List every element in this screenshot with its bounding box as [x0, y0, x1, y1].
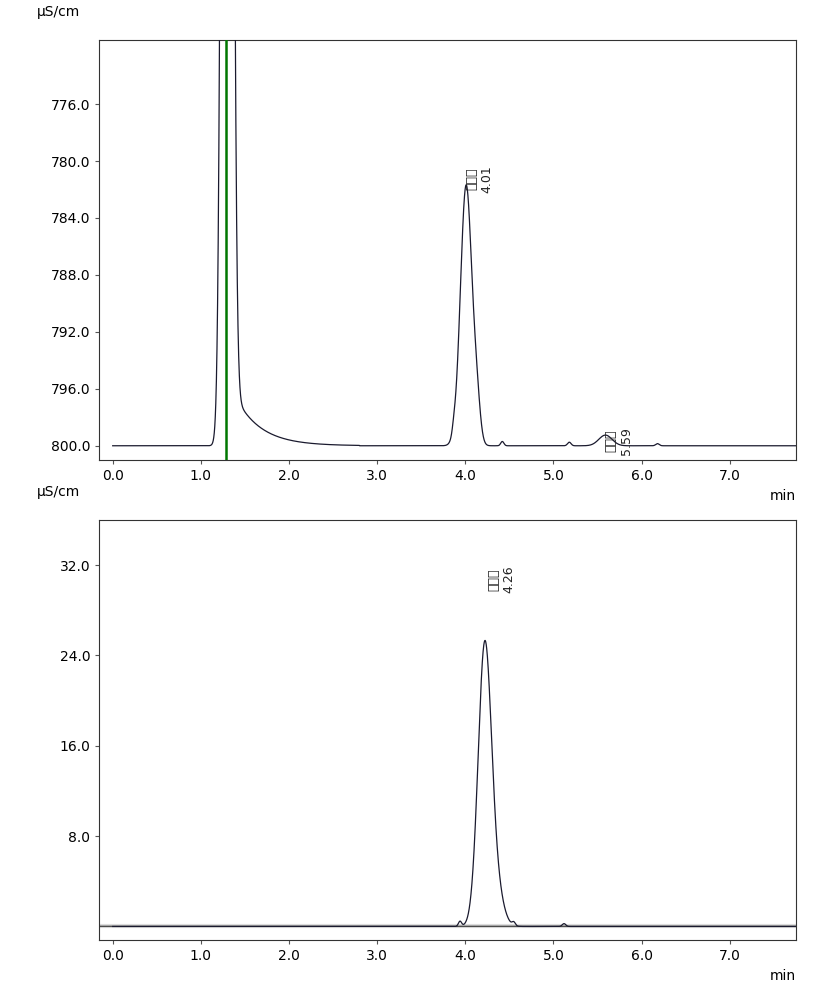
X-axis label: min: min [768, 969, 795, 983]
X-axis label: min: min [768, 489, 795, 503]
Text: 氯离子
4.26: 氯离子 4.26 [487, 566, 515, 593]
Text: μS/cm: μS/cm [36, 5, 80, 19]
Text: μS/cm: μS/cm [36, 485, 80, 499]
Text: 钒离子
5.59: 钒离子 5.59 [604, 427, 632, 455]
Text: 钓离子
4.01: 钓离子 4.01 [465, 165, 493, 193]
